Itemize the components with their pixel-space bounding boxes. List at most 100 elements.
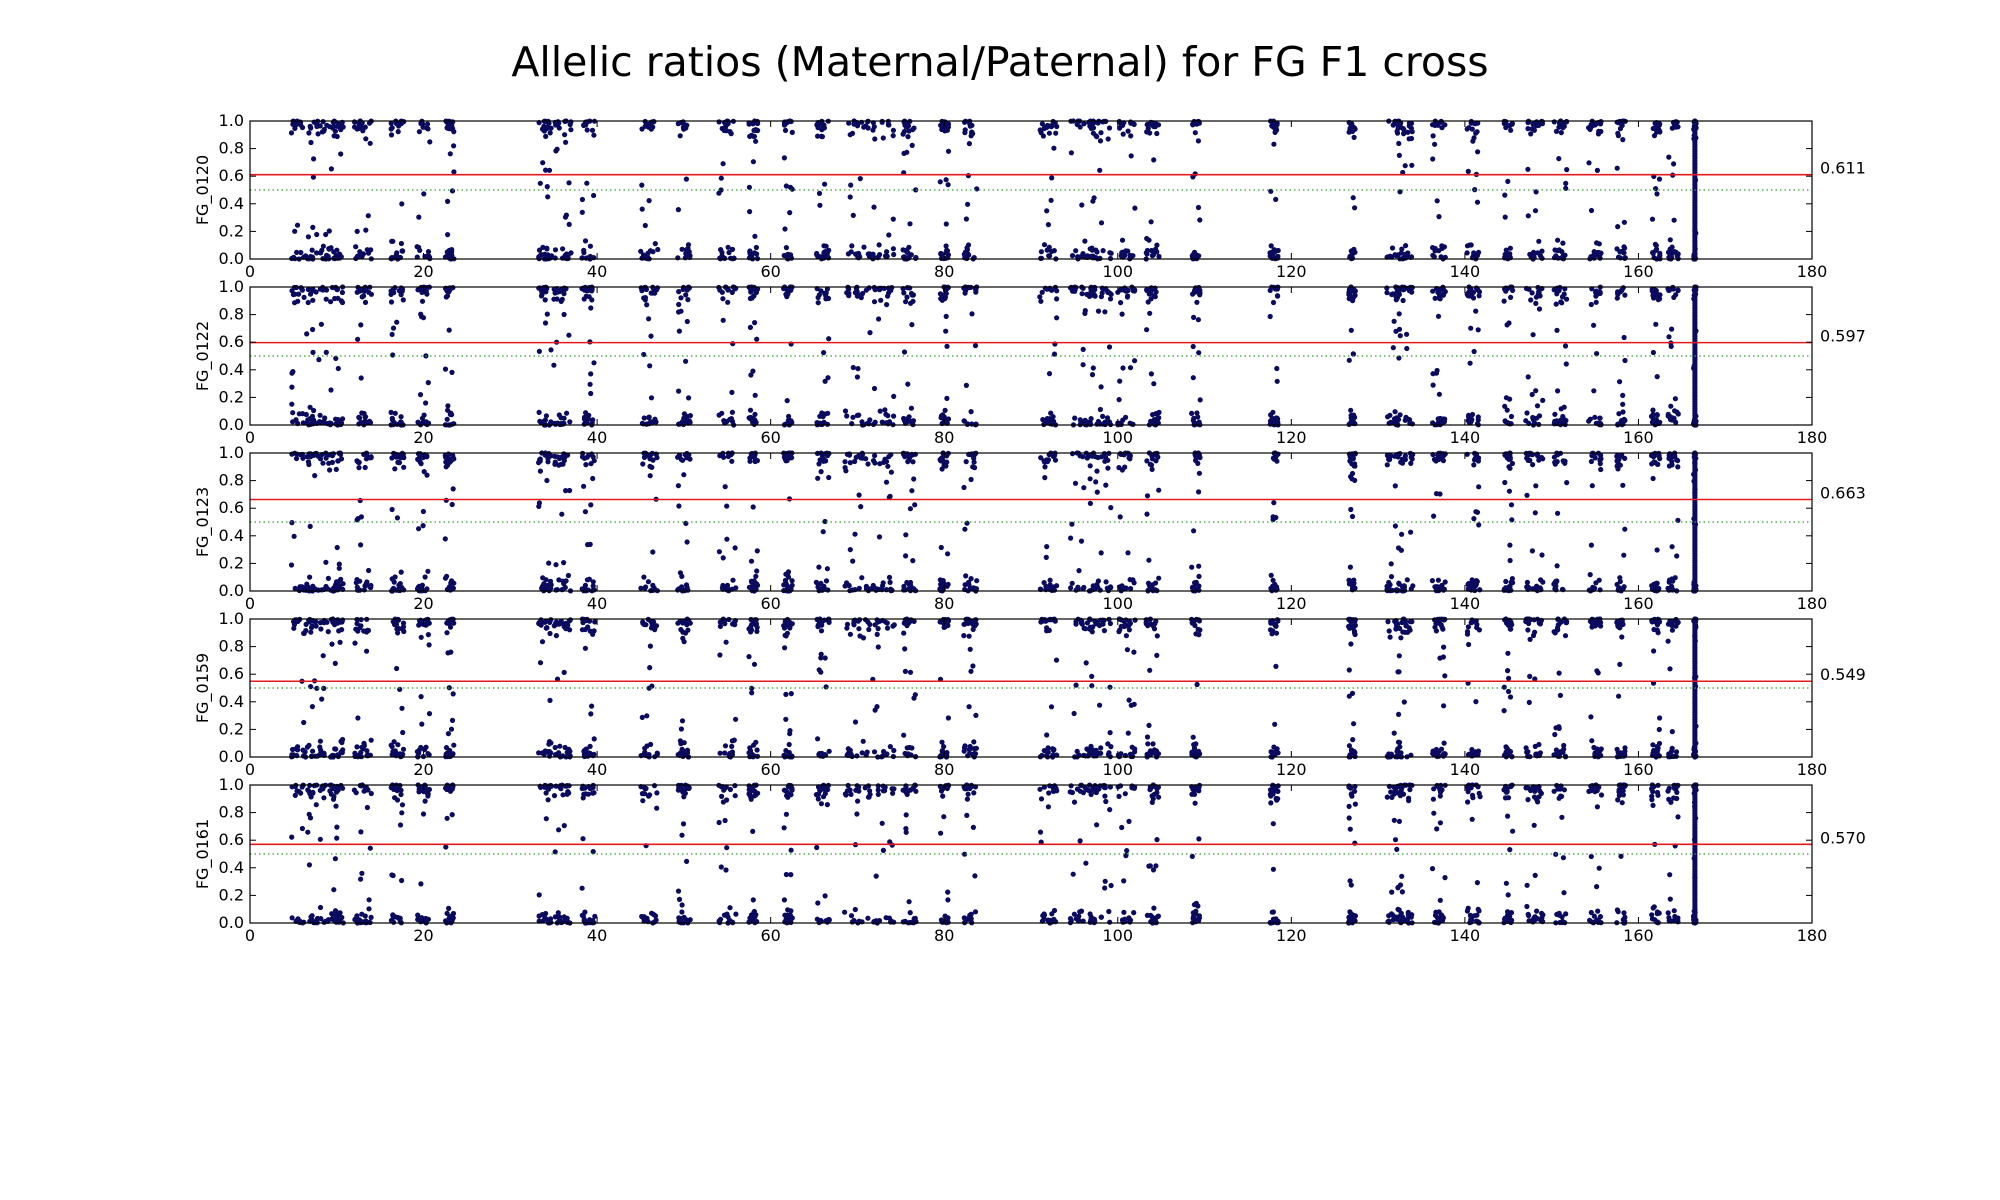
data-point: [962, 130, 968, 136]
data-point: [901, 129, 907, 135]
data-point: [445, 232, 451, 238]
data-point: [725, 244, 731, 250]
data-point: [821, 350, 827, 356]
subplot-fg-0159: 0.00.20.40.60.81.00 20 40 60 80 100 120 140 160 1…: [193, 609, 1866, 779]
data-point: [966, 582, 972, 588]
data-point: [844, 580, 850, 586]
data-point: [854, 753, 860, 759]
data-point: [554, 296, 560, 302]
data-point: [856, 626, 862, 632]
data-point: [842, 459, 848, 465]
data-point: [648, 333, 654, 339]
x-tick-label: 140: [1450, 594, 1481, 613]
data-point: [556, 577, 562, 583]
data-point: [561, 311, 567, 318]
data-point: [1405, 250, 1411, 256]
data-point: [583, 462, 589, 468]
data-point: [323, 296, 329, 302]
data-point: [871, 749, 878, 755]
data-point: [422, 747, 428, 753]
data-point: [388, 299, 395, 305]
data-point: [1617, 379, 1623, 385]
data-point: [1048, 197, 1054, 203]
data-point: [1675, 124, 1681, 130]
data-point: [1147, 310, 1153, 316]
data-point: [1146, 557, 1152, 563]
data-point: [451, 742, 457, 748]
data-point: [1530, 462, 1536, 468]
data-point: [1105, 136, 1111, 142]
data-point: [1509, 517, 1515, 523]
data-point: [394, 250, 400, 256]
data-point: [683, 292, 689, 298]
data-point: [753, 580, 759, 586]
data-point: [1044, 732, 1050, 738]
data-point: [907, 669, 914, 675]
data-point: [1650, 407, 1656, 413]
data-point: [1617, 578, 1623, 585]
data-point: [823, 578, 830, 584]
x-tick-label: 60: [760, 428, 780, 447]
x-tick-label: 40: [587, 594, 607, 613]
data-point: [1539, 454, 1545, 461]
data-point: [749, 453, 755, 460]
data-point: [1350, 455, 1356, 462]
data-point: [1653, 580, 1659, 586]
data-point: [1436, 391, 1442, 397]
data-point: [305, 234, 311, 240]
x-tick-label: 80: [934, 594, 954, 613]
data-point: [1120, 122, 1126, 128]
data-point: [1087, 476, 1093, 482]
data-point: [1268, 243, 1274, 249]
data-point: [1466, 412, 1472, 418]
data-point: [1118, 300, 1124, 306]
data-point: [961, 621, 967, 627]
data-point: [1098, 454, 1104, 460]
data-point: [822, 378, 828, 384]
data-point: [1052, 457, 1059, 463]
data-point: [1087, 626, 1093, 632]
data-point: [781, 155, 788, 161]
data-point: [537, 660, 544, 666]
data-point: [909, 488, 915, 494]
data-point: [890, 127, 897, 133]
data-point: [1465, 168, 1471, 174]
data-point: [1671, 161, 1677, 167]
data-point: [716, 549, 723, 555]
data-point: [1349, 470, 1356, 477]
data-point: [754, 336, 760, 342]
data-point: [720, 555, 726, 561]
data-point: [1191, 528, 1197, 534]
data-point: [1551, 119, 1557, 125]
data-point: [365, 419, 371, 425]
data-point: [685, 627, 691, 633]
data-point: [1616, 411, 1622, 417]
data-point: [447, 459, 453, 465]
data-point: [679, 718, 686, 724]
data-point: [425, 249, 432, 255]
data-point: [1474, 509, 1481, 515]
data-point: [1620, 392, 1626, 398]
data-point: [305, 584, 311, 590]
data-point: [644, 302, 650, 308]
data-point: [320, 460, 326, 466]
data-point: [1508, 502, 1515, 508]
data-point: [1408, 125, 1414, 131]
data-point: [395, 630, 401, 636]
data-point: [557, 288, 563, 295]
data-point: [782, 645, 788, 651]
data-point: [680, 748, 686, 754]
data-point: [754, 120, 761, 126]
data-point: [448, 726, 455, 732]
data-point: [538, 293, 545, 299]
data-point: [301, 294, 307, 300]
data-point: [1615, 224, 1621, 230]
data-point: [1534, 403, 1541, 409]
data-point: [422, 574, 428, 580]
subplot-fg-0123: 0.00.20.40.60.81.00 20 40 60 80 100 120 140 160 1…: [193, 443, 1866, 613]
data-point: [721, 454, 727, 460]
data-point: [1560, 125, 1566, 131]
data-point: [337, 584, 343, 590]
data-point: [1384, 452, 1390, 458]
